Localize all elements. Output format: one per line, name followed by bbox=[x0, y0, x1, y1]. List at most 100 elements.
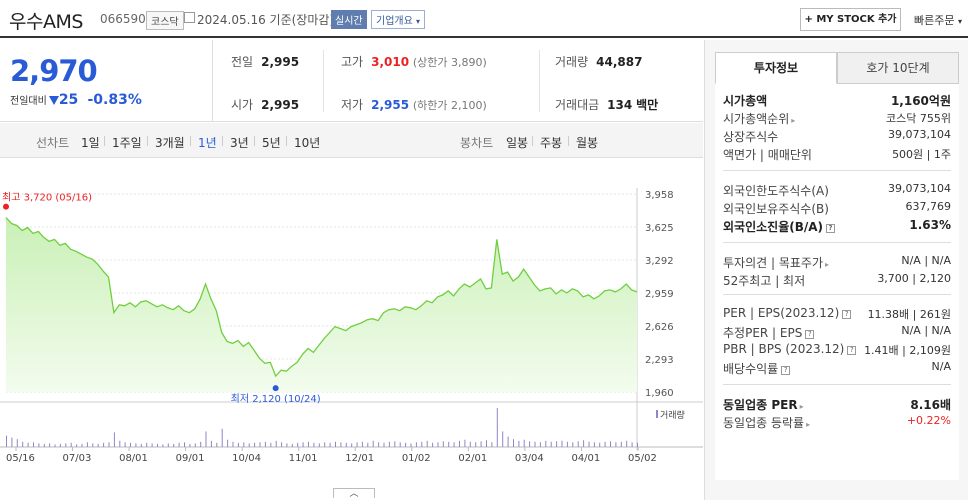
volume-bar bbox=[372, 440, 374, 447]
invest-info-key: 시가총액 bbox=[723, 94, 768, 108]
volume-bar bbox=[437, 442, 439, 447]
volume-bar bbox=[345, 442, 347, 447]
volume-bar bbox=[281, 442, 283, 447]
volume-bar bbox=[599, 442, 601, 447]
invest-info-key[interactable]: 동일업종 PER ▸ bbox=[723, 398, 804, 412]
volume-bar bbox=[615, 442, 617, 447]
quote-date: 2024.05.16 기준(장마감) bbox=[197, 13, 335, 27]
volume-bar bbox=[378, 442, 380, 447]
volume-bar bbox=[502, 431, 504, 447]
help-icon[interactable]: ? bbox=[826, 224, 836, 233]
x-tick-label: 05/16 bbox=[6, 453, 35, 464]
candle-chart-label: 봉차트 bbox=[460, 136, 494, 150]
candle-monthly[interactable]: 월봉 bbox=[576, 136, 599, 150]
divider bbox=[222, 136, 223, 146]
volume-bar bbox=[351, 443, 353, 447]
volume-bar bbox=[513, 439, 514, 447]
price-line bbox=[5, 217, 638, 378]
volume-bar bbox=[130, 442, 131, 447]
volume-bar bbox=[388, 441, 390, 447]
divider bbox=[254, 136, 255, 146]
volume-bar bbox=[637, 442, 638, 447]
invest-info-row: 외국인한도주식수(A) 39,073,104 bbox=[723, 182, 951, 200]
period-1d[interactable]: 1일 bbox=[81, 136, 100, 150]
tab-hoga-10[interactable]: 호가 10단계 bbox=[837, 52, 959, 84]
period-1w[interactable]: 1주일 bbox=[112, 136, 142, 150]
volume-bar bbox=[313, 442, 315, 447]
low-marker bbox=[272, 385, 279, 392]
invest-info-value: 3,700 | 2,120 bbox=[877, 272, 951, 285]
period-3m[interactable]: 3개월 bbox=[155, 136, 185, 150]
volume-bar bbox=[550, 441, 552, 447]
stock-name: 우수AMS bbox=[9, 11, 83, 33]
volume-bar bbox=[626, 440, 628, 447]
quick-order-link[interactable]: 빠른주문 ▾ bbox=[914, 14, 962, 27]
invest-info-row: 외국인보유주식수(B) 637,769 bbox=[723, 200, 951, 218]
high-annotation: 최고 3,720 (05/16) bbox=[2, 192, 92, 204]
volume-bar bbox=[453, 442, 455, 447]
volume-bar bbox=[22, 441, 24, 447]
y-tick-label: 2,293 bbox=[645, 355, 674, 366]
divider bbox=[723, 242, 951, 243]
stock-code: 066590 bbox=[100, 12, 146, 26]
volume-bar bbox=[6, 435, 7, 447]
volume-bar bbox=[264, 441, 266, 447]
company-info-dropdown[interactable]: 기업개요 ▾ bbox=[371, 10, 426, 29]
help-icon[interactable]: ? bbox=[805, 330, 815, 339]
period-1y[interactable]: 1년 bbox=[198, 136, 217, 150]
volume-bar bbox=[124, 442, 126, 447]
invest-info-value: 코스닥 755위 bbox=[886, 112, 951, 125]
volume-bar bbox=[108, 442, 110, 447]
high-price: 고가 3,010 (상한가 3,890) bbox=[341, 55, 487, 69]
x-tick-label: 01/02 bbox=[402, 453, 431, 464]
invest-info-panel: 투자정보 호가 10단계 시가총액 1,160억원 시가총액순위 ▸ 코스닥 755위 상… bbox=[704, 40, 968, 500]
invest-info-key[interactable]: 시가총액순위 ▸ bbox=[723, 112, 796, 126]
volume-bar bbox=[491, 442, 493, 447]
volume-bar bbox=[318, 443, 320, 447]
volume-bar bbox=[254, 442, 256, 447]
volume-bar bbox=[480, 441, 482, 447]
candle-daily[interactable]: 일봉 bbox=[506, 136, 529, 150]
period-5y[interactable]: 5년 bbox=[262, 136, 281, 150]
invest-info-row: 외국인소진율(B/A)? 1.63% bbox=[723, 218, 951, 236]
invest-info-key: 추정PER | EPS? bbox=[723, 324, 815, 341]
current-price: 2,970 bbox=[10, 54, 98, 88]
volume-bar bbox=[146, 442, 148, 447]
help-icon[interactable]: ? bbox=[781, 366, 791, 375]
tab-invest-info[interactable]: 투자정보 bbox=[715, 52, 837, 84]
realtime-button[interactable]: 실시간 bbox=[331, 10, 367, 29]
volume-bar bbox=[16, 439, 18, 447]
invest-info-row: PBR | BPS (2023.12)? 1.41배 | 2,109원 bbox=[723, 342, 951, 360]
invest-info-key[interactable]: 동일업종 등락률 ▸ bbox=[723, 416, 811, 430]
volume-bar bbox=[43, 443, 45, 447]
chevron-right-icon: ▸ bbox=[791, 116, 796, 125]
candle-weekly[interactable]: 주봉 bbox=[540, 136, 563, 150]
invest-info-key[interactable]: 투자의견 | 목표주가 ▸ bbox=[723, 256, 830, 270]
price-chart: 3,958 3,625 3,292 2,959 2,626 2,293 1,960 최고 3,… bbox=[0, 160, 703, 500]
invest-info-value: 637,769 bbox=[905, 200, 952, 213]
collapse-chart-button[interactable]: ︿ bbox=[333, 488, 375, 499]
invest-info-table: 시가총액 1,160억원 시가총액순위 ▸ 코스닥 755위 상장주식수 39,073,10… bbox=[715, 84, 959, 480]
volume-bar bbox=[308, 441, 309, 447]
volume-bar bbox=[399, 442, 401, 447]
volume-bar bbox=[157, 443, 158, 447]
chart-period-bar: 선차트 1일 1주일 3개월 1년 3년 5년 10년 봉차트 일봉 주봉 월봉 bbox=[0, 123, 703, 158]
divider bbox=[323, 50, 324, 112]
y-tick-label: 2,626 bbox=[645, 322, 674, 333]
help-icon[interactable]: ? bbox=[842, 310, 852, 319]
help-icon[interactable]: ? bbox=[847, 346, 857, 355]
volume-bar bbox=[383, 442, 385, 447]
x-tick-label: 02/01 bbox=[458, 453, 487, 464]
my-stock-add-button[interactable]: + MY STOCK 추가 bbox=[800, 8, 901, 31]
y-tick-label: 1,960 bbox=[645, 388, 674, 399]
volume-bar bbox=[286, 443, 288, 447]
line-chart-label: 선차트 bbox=[36, 136, 70, 150]
volume-bar bbox=[534, 441, 536, 447]
period-10y[interactable]: 10년 bbox=[294, 136, 321, 150]
invest-info-value: +0.22% bbox=[906, 414, 951, 427]
volume-bar bbox=[604, 441, 606, 447]
invest-info-value: N/A | N/A bbox=[901, 254, 951, 267]
invest-info-value: 11.38배 | 261원 bbox=[867, 308, 951, 321]
volume-bar bbox=[469, 441, 471, 447]
period-3y[interactable]: 3년 bbox=[230, 136, 249, 150]
